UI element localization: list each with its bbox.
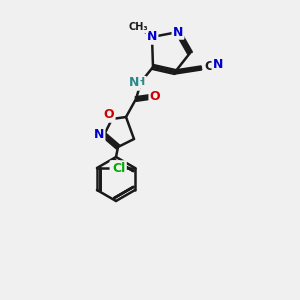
Text: O: O <box>150 91 160 103</box>
Text: N: N <box>129 76 139 89</box>
Text: N: N <box>94 128 104 142</box>
Text: H: H <box>136 77 146 87</box>
Text: Cl: Cl <box>112 161 126 175</box>
Text: C: C <box>204 59 214 73</box>
Text: N: N <box>213 58 223 70</box>
Text: N: N <box>147 31 157 44</box>
Text: F: F <box>111 161 119 175</box>
Text: CH₃: CH₃ <box>128 22 148 32</box>
Text: N: N <box>173 26 183 38</box>
Text: O: O <box>104 109 114 122</box>
